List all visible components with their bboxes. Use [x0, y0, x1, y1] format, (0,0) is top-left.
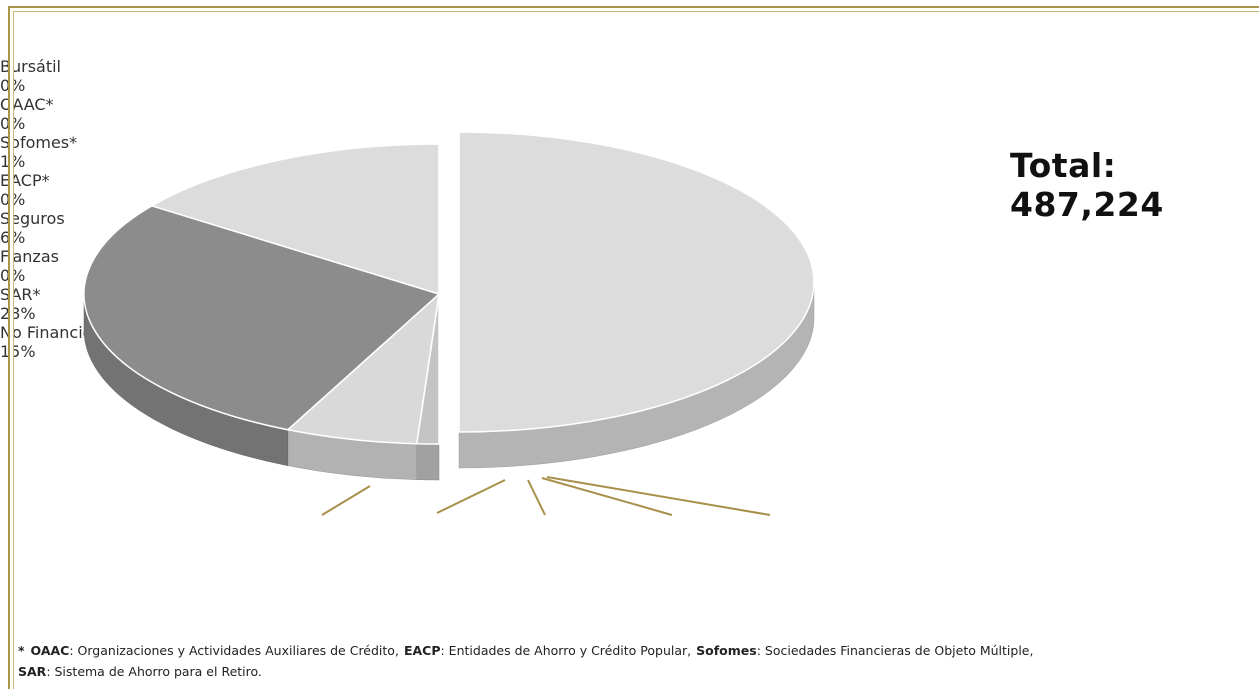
category-label: Sofomes*	[0, 133, 78, 152]
slice	[286, 292, 441, 445]
value-label: 0%	[0, 190, 26, 209]
total-annotation: Total: 487,224	[1010, 146, 1164, 224]
category-label: SAR*	[0, 285, 41, 304]
category-label: Seguros	[0, 209, 65, 228]
footnote-term: OAAC	[30, 643, 70, 658]
leader-line	[321, 485, 371, 516]
frame	[8, 6, 1259, 689]
value-label: 0%	[0, 114, 26, 133]
value-label: 0%	[0, 76, 26, 95]
slice-side	[416, 443, 440, 481]
category-label: Instituciones de crédito	[0, 0, 127, 38]
footnote-term: EACP	[403, 643, 441, 658]
footnote-term: Sofomes	[696, 643, 757, 658]
slice-label: OAAC* 0%	[0, 95, 130, 133]
slice-label: Fianzas 0%	[0, 247, 130, 285]
category-label: Bursátil	[0, 57, 61, 76]
footnote-text: : Sociedades Financieras de Objeto Múlti…	[756, 643, 1034, 658]
leader-line	[541, 477, 673, 516]
category-label: Fianzas	[0, 247, 59, 266]
footnote: * OAAC: Organizaciones y Actividades Auxi…	[18, 640, 1138, 682]
slice-label: Seguros 6%	[0, 209, 120, 247]
footnote-text: : Organizaciones y Actividades Auxiliare…	[69, 643, 399, 658]
leader-line	[546, 476, 771, 516]
slice-label: Sofomes* 1%	[0, 133, 130, 171]
slice-label: EACP* 0%	[0, 171, 130, 209]
slice	[458, 131, 815, 433]
value-label: 1%	[0, 152, 26, 171]
footnote-marker: *	[18, 643, 25, 658]
category-label: OAAC*	[0, 95, 54, 114]
footnote-text: : Entidades de Ahorro y Crédito Popular,	[440, 643, 692, 658]
slice-label: Bursátil 0%	[0, 57, 130, 95]
leader-line	[527, 479, 546, 516]
category-label: EACP*	[0, 171, 50, 190]
slice-label: Instituciones de crédito 50%	[0, 0, 170, 57]
leader-line	[436, 479, 506, 514]
footnote-text: : Sistema de Ahorro para el Retiro.	[46, 664, 262, 679]
value-label: 0%	[0, 266, 26, 285]
slice	[83, 205, 441, 431]
value-label: 6%	[0, 228, 26, 247]
slice	[149, 143, 440, 296]
footnote-term: SAR	[18, 664, 47, 679]
category-label: No Financiera	[0, 323, 109, 342]
